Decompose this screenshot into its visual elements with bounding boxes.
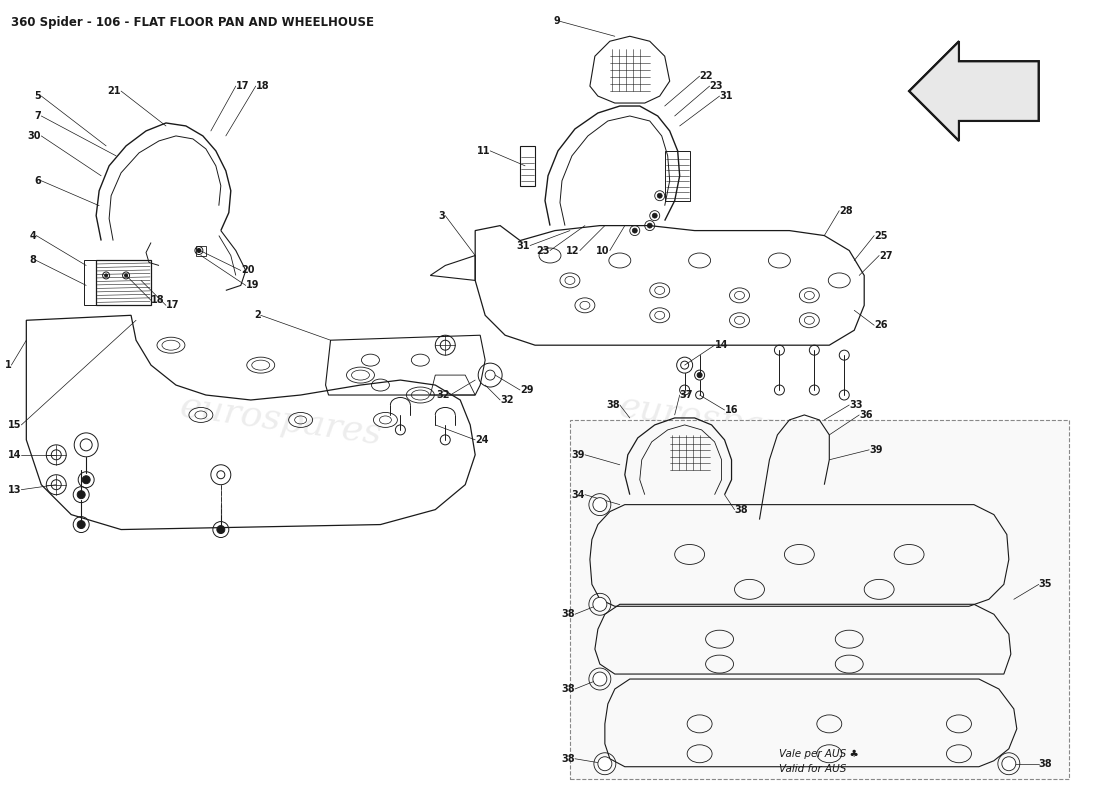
- Circle shape: [593, 598, 607, 611]
- Text: 11: 11: [476, 146, 491, 156]
- Text: 32: 32: [500, 395, 514, 405]
- Text: 18: 18: [151, 295, 165, 306]
- Text: 14: 14: [8, 450, 21, 460]
- Text: 16: 16: [725, 405, 738, 415]
- Text: 14: 14: [715, 340, 728, 350]
- Text: 23: 23: [710, 81, 723, 91]
- Circle shape: [593, 498, 607, 512]
- Circle shape: [82, 476, 90, 484]
- Text: Vale per AUS ♣: Vale per AUS ♣: [780, 749, 859, 758]
- Text: 6: 6: [34, 176, 42, 186]
- Text: 38: 38: [561, 610, 575, 619]
- Text: 30: 30: [28, 131, 42, 141]
- Text: 9: 9: [553, 16, 560, 26]
- Circle shape: [77, 490, 85, 498]
- Circle shape: [657, 194, 662, 198]
- FancyBboxPatch shape: [570, 420, 1069, 778]
- Circle shape: [598, 757, 612, 770]
- Text: 31: 31: [517, 241, 530, 250]
- Circle shape: [217, 526, 224, 534]
- Text: 27: 27: [879, 250, 893, 261]
- Circle shape: [77, 521, 85, 529]
- Text: 39: 39: [869, 445, 882, 455]
- Text: 15: 15: [8, 420, 21, 430]
- Circle shape: [104, 274, 108, 277]
- Text: 39: 39: [571, 450, 585, 460]
- Text: 38: 38: [561, 684, 575, 694]
- Text: 10: 10: [596, 246, 609, 255]
- Text: 32: 32: [437, 390, 450, 400]
- Text: 35: 35: [1038, 579, 1053, 590]
- Text: 22: 22: [700, 71, 713, 81]
- Text: 7: 7: [34, 111, 42, 121]
- Circle shape: [697, 373, 702, 378]
- Text: eurospares: eurospares: [177, 389, 384, 451]
- Text: 20: 20: [241, 266, 254, 275]
- Text: 36: 36: [859, 410, 872, 420]
- Text: 360 Spider - 106 - FLAT FLOOR PAN AND WHEELHOUSE: 360 Spider - 106 - FLAT FLOOR PAN AND WH…: [11, 16, 374, 30]
- Text: 5: 5: [34, 91, 42, 101]
- Text: eurospares: eurospares: [616, 389, 823, 451]
- Text: 17: 17: [166, 300, 179, 310]
- Text: 1: 1: [4, 360, 11, 370]
- Text: 18: 18: [255, 81, 270, 91]
- Text: 26: 26: [874, 320, 888, 330]
- Text: 37: 37: [680, 390, 693, 400]
- Text: 25: 25: [874, 230, 888, 241]
- Text: Valid for AUS: Valid for AUS: [780, 764, 847, 774]
- Circle shape: [652, 213, 657, 218]
- Circle shape: [124, 274, 128, 277]
- Text: 33: 33: [849, 400, 862, 410]
- Text: 23: 23: [537, 246, 550, 255]
- Text: 38: 38: [735, 505, 748, 514]
- Text: 38: 38: [1038, 758, 1053, 769]
- Text: 19: 19: [245, 280, 260, 290]
- Text: 34: 34: [571, 490, 585, 500]
- Text: 21: 21: [108, 86, 121, 96]
- Text: 17: 17: [235, 81, 250, 91]
- Text: 29: 29: [520, 385, 534, 395]
- Text: 13: 13: [8, 485, 21, 494]
- Text: 38: 38: [606, 400, 619, 410]
- Text: 12: 12: [566, 246, 580, 255]
- Circle shape: [1002, 757, 1015, 770]
- Circle shape: [632, 228, 637, 233]
- Text: 8: 8: [30, 255, 36, 266]
- Text: 2: 2: [254, 310, 261, 320]
- Circle shape: [647, 223, 652, 228]
- Text: 24: 24: [475, 435, 488, 445]
- Circle shape: [197, 249, 201, 253]
- Polygon shape: [909, 42, 1038, 141]
- Circle shape: [593, 672, 607, 686]
- Text: 28: 28: [839, 206, 853, 216]
- Text: 4: 4: [30, 230, 36, 241]
- Text: 31: 31: [719, 91, 733, 101]
- Text: 3: 3: [439, 210, 446, 221]
- Text: 38: 38: [561, 754, 575, 764]
